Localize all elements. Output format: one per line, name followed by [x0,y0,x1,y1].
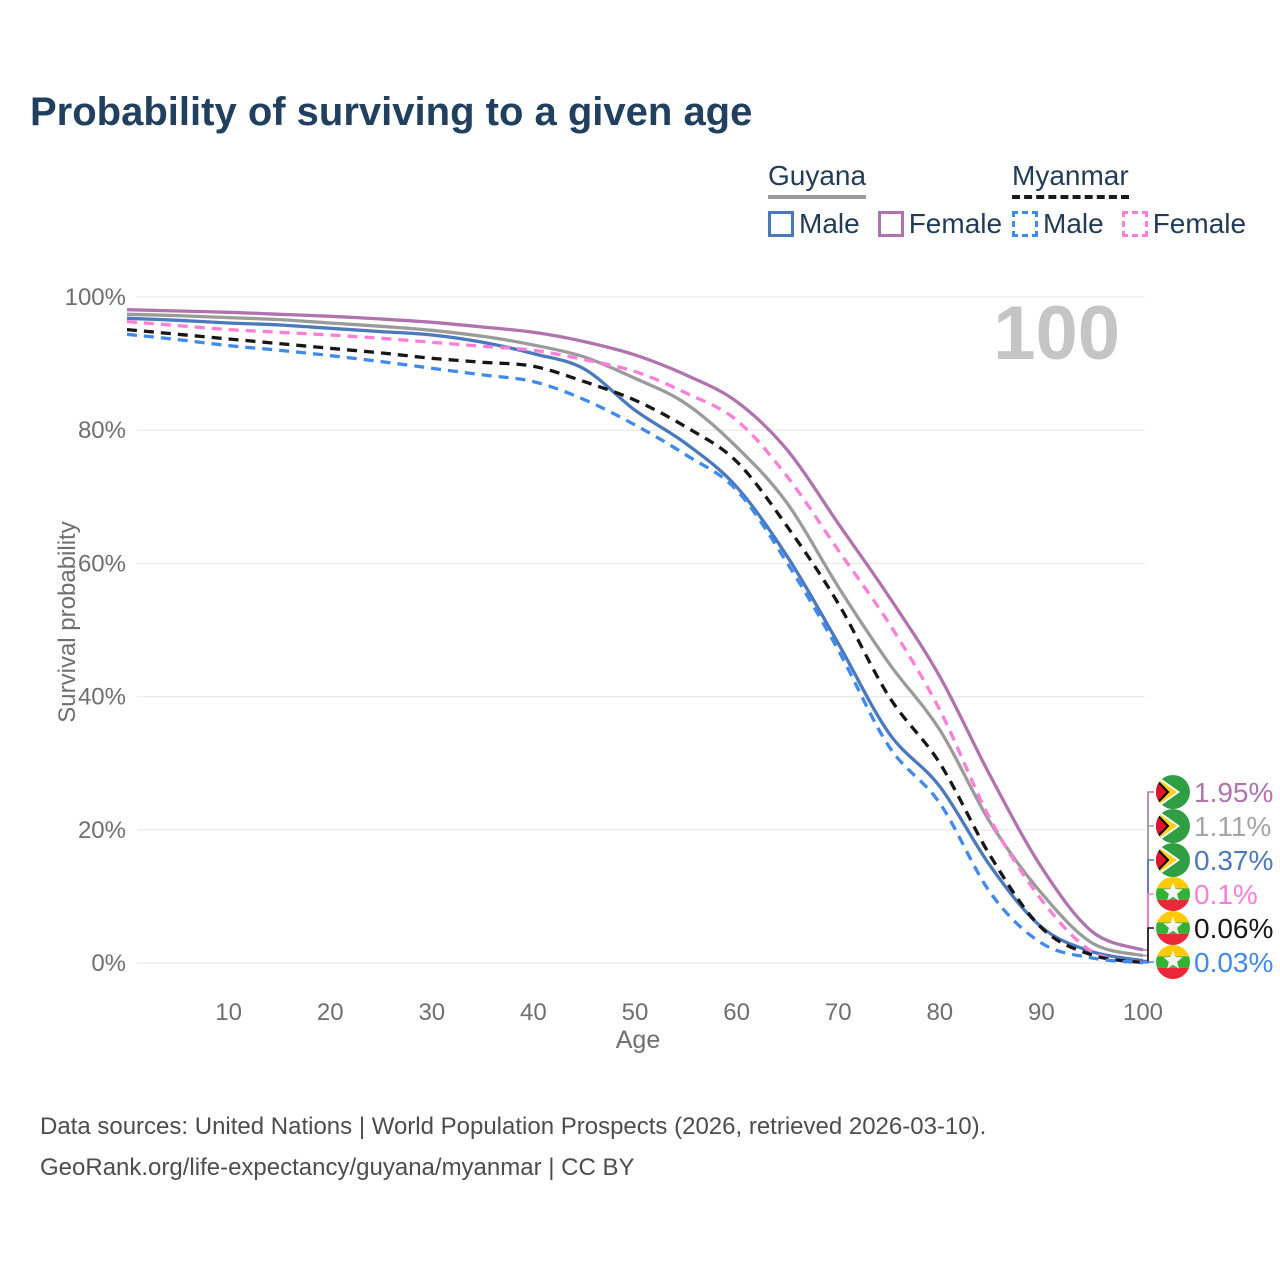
y-tick-label-20: 20% [78,817,126,844]
x-tick-label-20: 20 [317,999,344,1026]
y-tick-label-80: 80% [78,417,126,444]
end-label-value-myanmar-all: 0.06% [1194,913,1273,944]
curve-guyana-male[interactable] [126,316,1144,963]
legend-toggle-myanmar-male[interactable]: Male [1012,208,1104,240]
page-title: Probability of surviving to a given age [30,90,753,134]
guyana-flag-icon [1156,843,1190,877]
legend-label-guyana-female: Female [908,208,1003,239]
legend-group-myanmar: Myanmar Male Female [1012,160,1246,240]
end-label-guyana-female[interactable]: 1.95% [1143,775,1273,951]
end-label-connector-myanmar-all [1143,927,1154,964]
end-label-value-guyana-male: 0.37% [1194,845,1273,876]
x-axis-title: Age [615,1026,661,1054]
x-tick-label-60: 60 [723,999,750,1026]
x-tick-label-70: 70 [825,999,852,1026]
end-label-value-guyana-female: 1.95% [1194,777,1273,808]
legend-label-myanmar-male: Male [1043,208,1104,239]
legend-header-guyana[interactable]: Guyana [768,160,867,199]
legend-header-myanmar[interactable]: Myanmar [1012,160,1129,199]
footer: Data sources: United Nations | World Pop… [40,1106,986,1188]
end-label-value-guyana-all: 1.11% [1194,811,1271,842]
myanmar-flag-icon [1156,911,1190,945]
guyana-flag-icon [1156,809,1190,843]
y-axis-title: Survival probability [54,521,81,723]
guyana-flag-icon [1156,775,1190,809]
end-label-guyana-male[interactable]: 0.37% [1143,843,1273,962]
end-label-myanmar-male[interactable]: 0.03% [1143,945,1273,979]
legend-swatch-myanmar-male-icon [1012,211,1038,237]
legend-group-guyana: Guyana Male Female [768,160,1002,240]
legend-toggle-guyana-female[interactable]: Female [877,208,1003,240]
y-tick-label-100: 100% [65,284,126,311]
legend-label-guyana-male: Male [799,208,860,239]
legend-toggle-guyana-male[interactable]: Male [768,208,860,240]
age-watermark: 100 [993,291,1120,376]
myanmar-flag-icon [1156,877,1190,911]
legend-swatch-myanmar-female-icon [1121,211,1148,237]
myanmar-flag-icon [1156,945,1190,979]
x-tick-label-80: 80 [926,999,953,1026]
end-label-value-myanmar-male: 0.03% [1194,947,1273,978]
end-label-connector-myanmar-male [1143,961,1154,964]
x-tick-label-40: 40 [520,999,547,1026]
end-label-value-myanmar-female: 0.1% [1194,879,1258,910]
curve-guyana-all[interactable] [126,312,1144,958]
y-tick-label-40: 40% [78,684,126,711]
x-tick-label-50: 50 [622,999,649,1026]
x-tick-label-10: 10 [215,999,242,1026]
legend-toggle-myanmar-female[interactable]: Female [1121,208,1247,240]
curve-myanmar-all[interactable] [126,327,1144,965]
y-tick-label-60: 60% [78,550,126,577]
x-tick-label-90: 90 [1028,999,1055,1026]
curve-guyana-female[interactable] [126,308,1144,952]
legend-swatch-guyana-female-icon [877,211,904,237]
x-tick-label-100: 100 [1123,999,1163,1026]
legend-swatch-guyana-male-icon [768,211,794,237]
footer-attribution: GeoRank.org/life-expectancy/guyana/myanm… [40,1154,635,1181]
x-tick-label-30: 30 [418,999,445,1026]
legend-label-myanmar-female: Female [1152,208,1247,239]
footer-data-sources: Data sources: United Nations | World Pop… [40,1113,987,1140]
y-tick-label-0: 0% [91,950,126,977]
